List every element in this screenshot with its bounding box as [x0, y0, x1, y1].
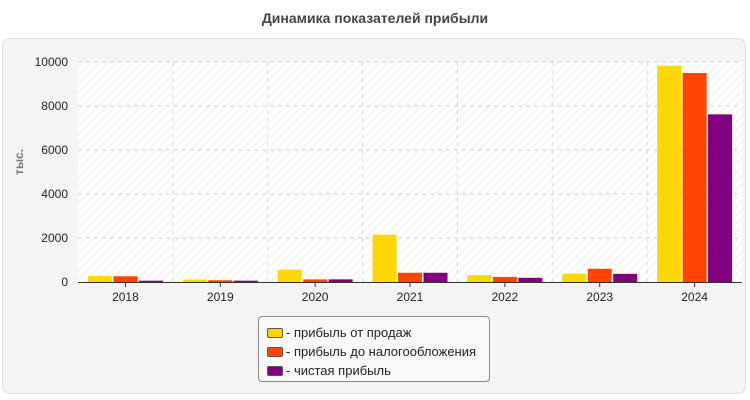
legend-label: прибыль от продаж: [286, 325, 412, 340]
y-tick-label: 6000: [41, 143, 68, 157]
legend-swatch: [267, 346, 283, 357]
bar[interactable]: [492, 276, 517, 282]
bar[interactable]: [682, 73, 707, 282]
legend-label: чистая прибыль: [286, 363, 391, 378]
x-tick-label: 2021: [397, 290, 424, 304]
bar[interactable]: [328, 279, 353, 282]
legend-item-net-profit[interactable]: чистая прибыль: [267, 361, 489, 380]
bar[interactable]: [467, 275, 492, 282]
legend-label: прибыль до налогообложения: [286, 344, 476, 359]
bar[interactable]: [587, 268, 612, 282]
y-tick-label: 10000: [35, 55, 69, 69]
bar[interactable]: [233, 280, 258, 282]
bar[interactable]: [182, 279, 207, 282]
bars: [87, 65, 733, 283]
legend: прибыль от продаж прибыль до налогооблож…: [258, 316, 490, 382]
bar[interactable]: [372, 234, 397, 282]
bar[interactable]: [657, 65, 682, 283]
bar[interactable]: [562, 273, 587, 282]
bar[interactable]: [277, 269, 302, 282]
plot-area: [78, 62, 742, 282]
y-tick-label: 8000: [41, 99, 68, 113]
bar[interactable]: [87, 276, 112, 282]
bar[interactable]: [708, 114, 733, 282]
bar[interactable]: [613, 273, 638, 282]
x-tick-label: 2024: [681, 290, 708, 304]
x-tick-label: 2020: [302, 290, 329, 304]
y-tick-label: 0: [61, 275, 68, 289]
x-tick-label: 2018: [112, 290, 139, 304]
x-tick-label: 2019: [207, 290, 234, 304]
grid-lines: [78, 61, 742, 282]
bar[interactable]: [303, 279, 328, 282]
bar[interactable]: [138, 280, 163, 282]
bar[interactable]: [423, 272, 448, 282]
legend-item-pretax-profit[interactable]: прибыль до налогообложения: [267, 342, 489, 361]
bar[interactable]: [208, 280, 233, 282]
x-tick-label: 2023: [586, 290, 613, 304]
y-axis-ticks: 0 2000 4000 6000 8000 10000: [35, 55, 69, 289]
x-axis-ticks: 2018 2019 2020 2021 2022 2023 2024: [112, 282, 708, 304]
y-tick-label: 2000: [41, 231, 68, 245]
chart-title: Динамика показателей прибыли: [261, 10, 489, 26]
bar[interactable]: [518, 277, 543, 282]
legend-swatch: [267, 365, 283, 376]
legend-swatch: [267, 327, 283, 338]
bar[interactable]: [113, 276, 138, 282]
bar[interactable]: [398, 272, 422, 282]
y-tick-label: 4000: [41, 187, 68, 201]
x-tick-label: 2022: [492, 290, 519, 304]
y-axis-label: тыс.: [12, 149, 26, 175]
legend-item-sales-profit[interactable]: прибыль от продаж: [267, 323, 489, 342]
